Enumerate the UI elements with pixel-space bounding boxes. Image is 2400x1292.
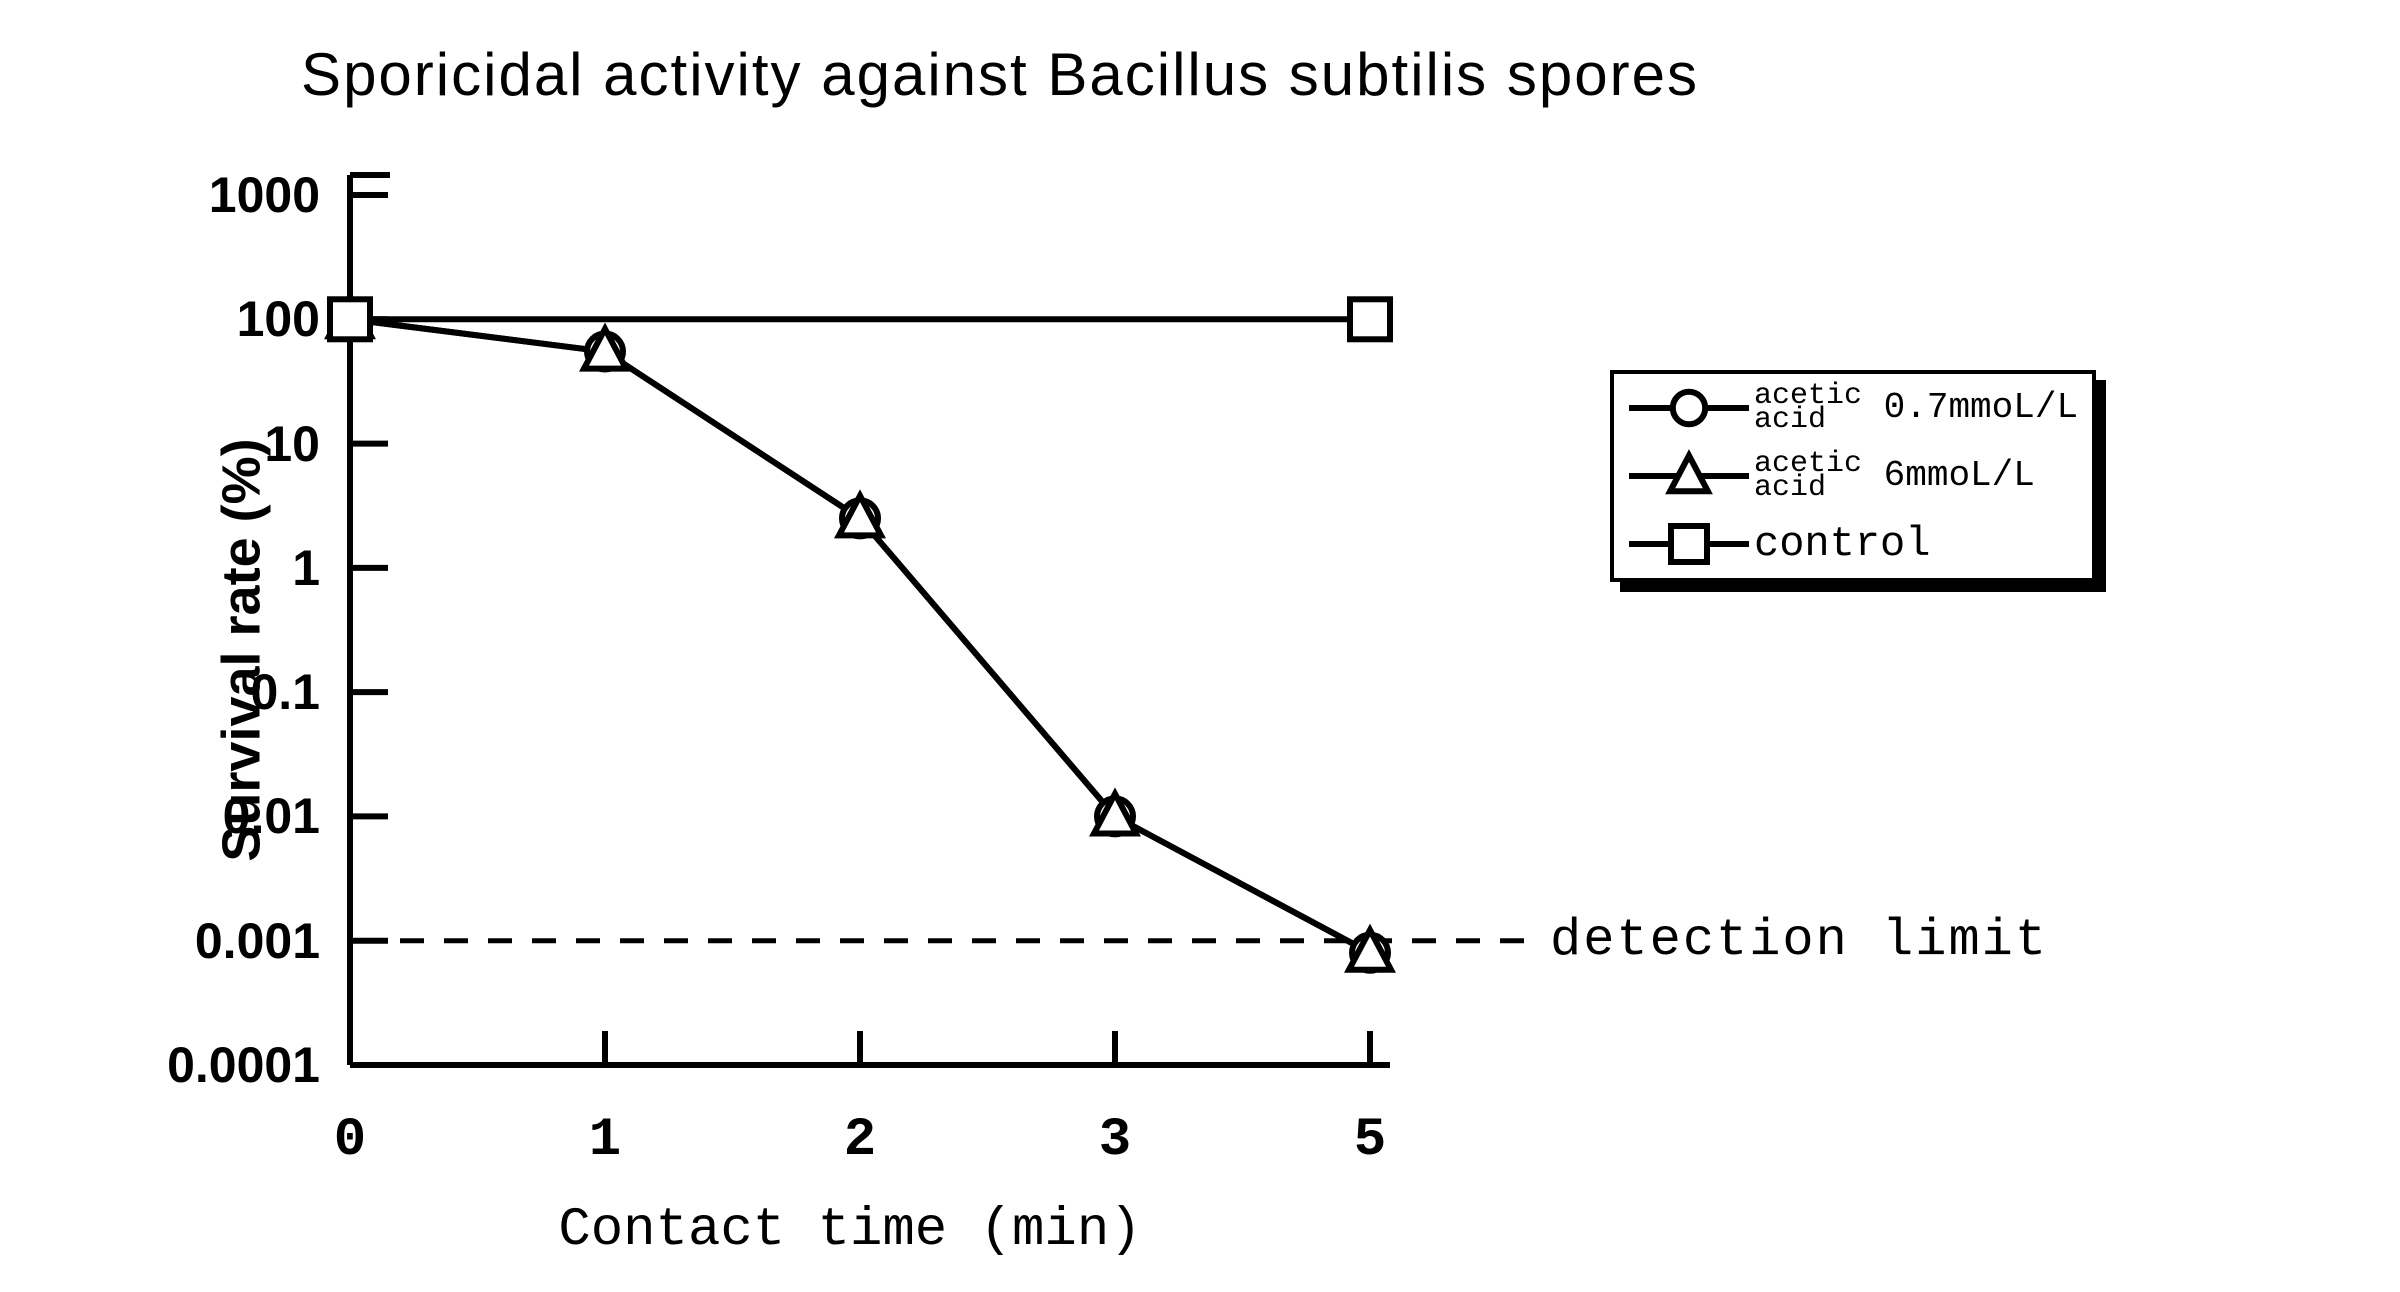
x-tick-label: 5 bbox=[1354, 1110, 1386, 1171]
y-tick-label: 1000 bbox=[209, 166, 320, 224]
y-tick-label: 1 bbox=[292, 539, 320, 597]
legend-item: control bbox=[1614, 510, 2092, 578]
y-tick-label: 0.001 bbox=[195, 912, 320, 970]
legend-marker bbox=[1624, 378, 1754, 438]
chart-container: Sporicidal activity against Bacillus sub… bbox=[0, 0, 2400, 1292]
plot-area bbox=[0, 0, 2400, 1292]
legend-label: control bbox=[1754, 523, 1930, 565]
x-tick-label: 2 bbox=[844, 1110, 876, 1171]
y-tick-label: 10 bbox=[264, 415, 320, 473]
legend-label: aceticacid 6mmoL/L bbox=[1754, 452, 2035, 500]
y-tick-label: 0.0001 bbox=[167, 1036, 320, 1094]
legend-label: aceticacid 0.7mmoL/L bbox=[1754, 384, 2078, 432]
legend-item: aceticacid 0.7mmoL/L bbox=[1614, 374, 2092, 442]
legend-marker bbox=[1624, 514, 1754, 574]
x-tick-label: 3 bbox=[1099, 1110, 1131, 1171]
detection-limit-label: detection limit bbox=[1550, 911, 2048, 970]
y-tick-label: 0.1 bbox=[250, 663, 320, 721]
y-tick-label: 100 bbox=[237, 290, 320, 348]
legend: aceticacid 0.7mmoL/L aceticacid 6mmoL/L co… bbox=[1610, 370, 2096, 582]
legend-marker bbox=[1624, 446, 1754, 506]
x-tick-label: 1 bbox=[589, 1110, 621, 1171]
y-tick-label: 0.01 bbox=[223, 787, 320, 845]
x-tick-label: 0 bbox=[334, 1110, 366, 1171]
legend-item: aceticacid 6mmoL/L bbox=[1614, 442, 2092, 510]
